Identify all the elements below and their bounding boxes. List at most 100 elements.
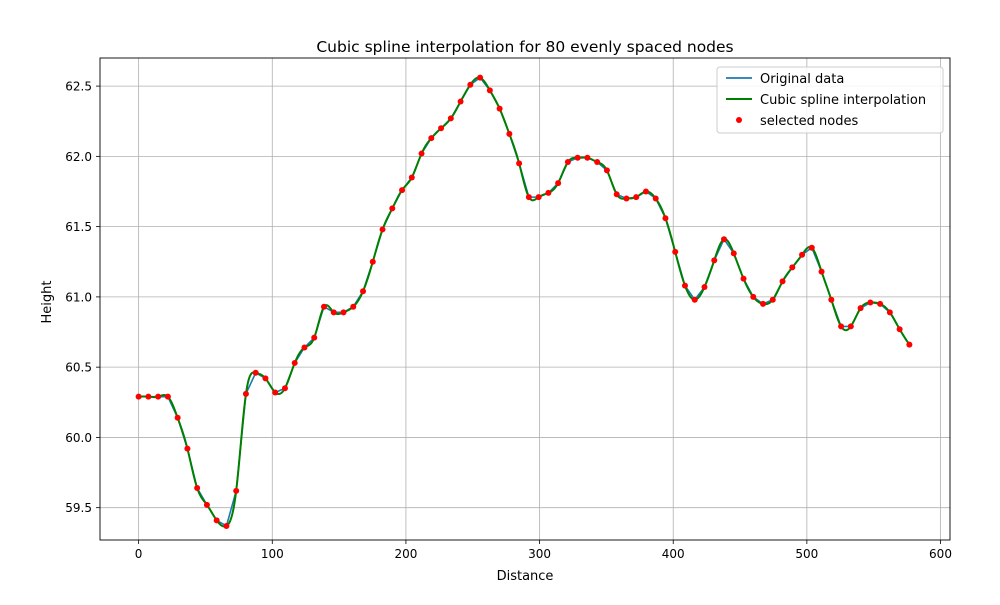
axes-frame bbox=[99, 57, 951, 541]
node-point bbox=[281, 385, 288, 392]
x-tick-label: 0 bbox=[135, 547, 143, 561]
node-point bbox=[233, 487, 240, 494]
node-point bbox=[886, 309, 893, 316]
node-point bbox=[574, 154, 581, 161]
node-point bbox=[223, 522, 230, 529]
node-point bbox=[369, 258, 376, 265]
node-point bbox=[340, 309, 347, 316]
node-point bbox=[252, 369, 259, 376]
y-tick-label: 62.0 bbox=[65, 150, 92, 164]
node-point bbox=[477, 74, 484, 81]
node-point bbox=[496, 105, 503, 112]
node-point bbox=[691, 296, 698, 303]
node-point bbox=[906, 341, 913, 348]
node-point bbox=[867, 299, 874, 306]
node-point bbox=[516, 160, 523, 167]
selected-nodes bbox=[135, 74, 913, 529]
axis-ticks: 0 100 200 300 400 500 600 59.5 60.0 60.5 61.0 61.5 6… bbox=[65, 80, 952, 561]
node-point bbox=[457, 98, 464, 105]
node-point bbox=[291, 359, 298, 366]
x-tick-label: 300 bbox=[528, 547, 551, 561]
node-point bbox=[857, 305, 864, 312]
node-point bbox=[681, 282, 688, 289]
node-point bbox=[428, 135, 435, 142]
y-axis-label: Height bbox=[40, 281, 55, 324]
legend: Original data Cubic spline interpolation… bbox=[716, 66, 944, 134]
legend-nodes-swatch bbox=[736, 117, 742, 123]
node-point bbox=[672, 248, 679, 255]
node-point bbox=[486, 87, 493, 94]
node-point bbox=[389, 205, 396, 212]
node-point bbox=[662, 215, 669, 222]
y-tick-label: 59.5 bbox=[65, 501, 92, 515]
node-point bbox=[320, 303, 327, 310]
node-point bbox=[642, 188, 649, 195]
x-tick-label: 500 bbox=[795, 547, 818, 561]
node-point bbox=[555, 180, 562, 187]
node-point bbox=[262, 375, 269, 382]
node-point bbox=[808, 244, 815, 251]
node-point bbox=[447, 115, 454, 122]
node-point bbox=[155, 393, 162, 400]
node-point bbox=[633, 194, 640, 201]
node-point bbox=[184, 445, 191, 452]
node-point bbox=[828, 296, 835, 303]
node-point bbox=[525, 194, 532, 201]
node-point bbox=[399, 187, 406, 194]
node-point bbox=[701, 284, 708, 291]
node-point bbox=[330, 309, 337, 316]
node-point bbox=[652, 195, 659, 202]
x-tick-label: 600 bbox=[929, 547, 952, 561]
node-point bbox=[584, 154, 591, 161]
node-point bbox=[564, 158, 571, 165]
node-point bbox=[545, 189, 552, 196]
node-point bbox=[408, 174, 415, 181]
node-point bbox=[301, 344, 308, 351]
node-point bbox=[164, 393, 171, 400]
node-point bbox=[213, 517, 220, 524]
x-tick-label: 100 bbox=[261, 547, 284, 561]
x-tick-label: 200 bbox=[394, 547, 417, 561]
node-point bbox=[799, 251, 806, 258]
node-point bbox=[535, 194, 542, 201]
y-tick-label: 60.0 bbox=[65, 431, 92, 445]
node-point bbox=[467, 81, 474, 88]
node-point bbox=[203, 501, 210, 508]
chart-title: Cubic spline interpolation for 80 evenly… bbox=[316, 38, 733, 56]
node-point bbox=[750, 293, 757, 300]
node-point bbox=[594, 158, 601, 165]
node-point bbox=[135, 393, 142, 400]
node-point bbox=[896, 326, 903, 333]
plot-area bbox=[135, 74, 913, 529]
node-point bbox=[603, 167, 610, 174]
node-point bbox=[194, 485, 201, 492]
x-axis-label: Distance bbox=[497, 569, 554, 584]
y-tick-label: 60.5 bbox=[65, 361, 92, 375]
y-tick-label: 61.0 bbox=[65, 290, 92, 304]
node-point bbox=[779, 278, 786, 285]
node-point bbox=[769, 296, 776, 303]
legend-spline-label: Cubic spline interpolation bbox=[760, 93, 926, 108]
node-point bbox=[789, 264, 796, 271]
y-tick-label: 62.5 bbox=[65, 80, 92, 94]
node-point bbox=[418, 150, 425, 157]
node-point bbox=[145, 393, 152, 400]
node-point bbox=[242, 390, 249, 397]
node-point bbox=[438, 125, 445, 132]
node-point bbox=[721, 236, 727, 243]
legend-nodes-label: selected nodes bbox=[760, 114, 858, 129]
node-point bbox=[711, 257, 718, 264]
node-point bbox=[174, 414, 181, 421]
node-point bbox=[623, 195, 630, 202]
node-point bbox=[506, 130, 513, 137]
node-point bbox=[818, 268, 825, 275]
node-point bbox=[760, 300, 767, 307]
node-point bbox=[311, 334, 318, 341]
node-point bbox=[740, 275, 747, 282]
legend-original-label: Original data bbox=[760, 72, 844, 87]
node-point bbox=[379, 226, 386, 233]
node-point bbox=[272, 389, 279, 396]
node-point bbox=[877, 300, 884, 307]
